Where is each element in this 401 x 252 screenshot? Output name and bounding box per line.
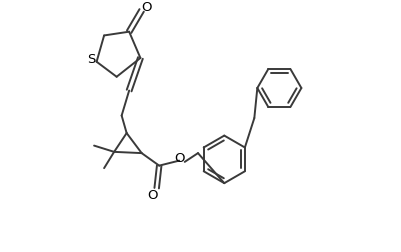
Text: O: O	[142, 2, 152, 14]
Text: S: S	[87, 53, 95, 66]
Text: O: O	[175, 152, 185, 165]
Text: O: O	[148, 189, 158, 202]
